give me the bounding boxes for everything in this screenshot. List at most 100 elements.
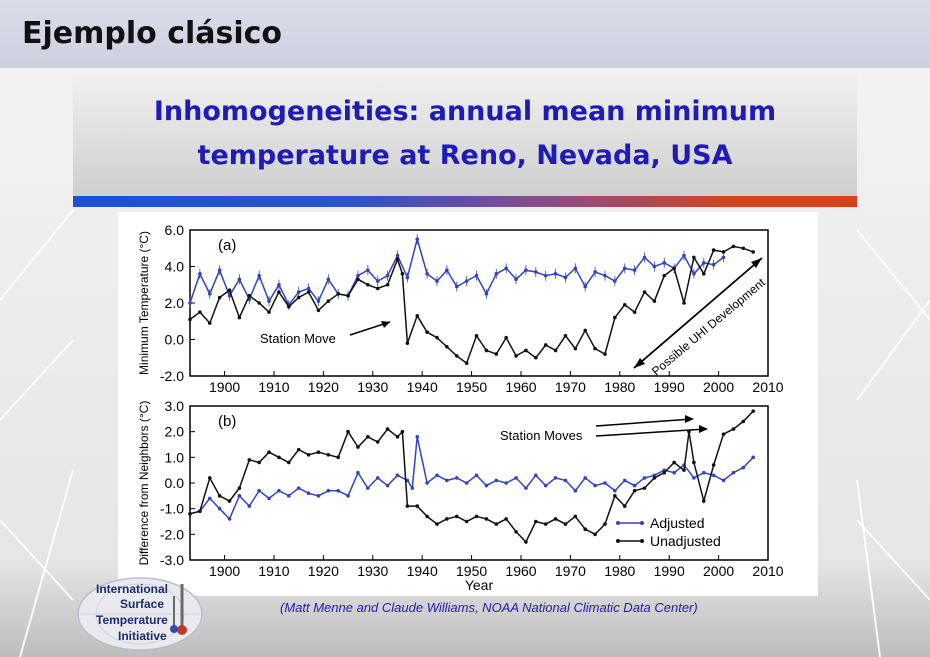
data-point-adjusted-b xyxy=(366,486,370,490)
y-tick-label-b: -2.0 xyxy=(160,526,184,542)
data-point-adjusted-b xyxy=(701,470,706,475)
data-point-unadjusted-b xyxy=(692,460,696,465)
data-point-adjusted-b xyxy=(613,488,617,493)
data-point-adjusted-b xyxy=(524,486,528,490)
data-point-adjusted-b xyxy=(642,476,647,480)
data-point-unadjusted-a xyxy=(603,352,607,356)
legend-label-adjusted: Adjusted xyxy=(650,515,704,531)
data-point-unadjusted-b xyxy=(662,470,667,475)
x-tick-label-a: 1900 xyxy=(209,379,240,395)
data-point-unadjusted-a xyxy=(385,282,390,287)
data-point-adjusted-b xyxy=(425,481,429,485)
annotation-uhi: Possible UHI Development xyxy=(649,275,768,378)
data-point-unadjusted-a xyxy=(642,290,647,294)
data-point-adjusted-b xyxy=(563,478,568,483)
data-point-adjusted-b xyxy=(593,483,597,488)
data-point-adjusted-b xyxy=(207,496,212,501)
legend-marker-unadjusted xyxy=(616,539,620,543)
data-point-unadjusted-a xyxy=(336,292,341,296)
data-point-unadjusted-b xyxy=(632,488,637,493)
data-point-unadjusted-a xyxy=(366,282,370,287)
data-point-unadjusted-a xyxy=(425,330,429,334)
data-point-unadjusted-a xyxy=(346,293,350,298)
data-point-unadjusted-b xyxy=(198,509,202,514)
data-point-unadjusted-b xyxy=(543,522,548,526)
data-point-unadjusted-b xyxy=(267,450,271,454)
data-point-unadjusted-b xyxy=(247,458,252,462)
data-point-adjusted-b xyxy=(534,473,538,478)
y-tick-label-b: -3.0 xyxy=(160,552,184,568)
data-point-unadjusted-b xyxy=(326,452,331,457)
data-point-unadjusted-b xyxy=(573,514,578,519)
data-point-unadjusted-b xyxy=(405,504,410,508)
data-point-unadjusted-b xyxy=(435,522,439,526)
x-tick-label-b: 1990 xyxy=(654,563,685,579)
x-tick-label-b: 1900 xyxy=(209,563,240,579)
data-point-unadjusted-a xyxy=(375,286,380,291)
data-point-adjusted-b xyxy=(484,483,489,488)
data-point-unadjusted-b xyxy=(277,455,281,460)
data-point-unadjusted-a xyxy=(504,335,508,340)
data-point-unadjusted-b xyxy=(464,519,469,524)
data-point-unadjusted-a xyxy=(563,334,568,338)
data-point-unadjusted-a xyxy=(257,301,261,305)
annotation-station-move: Station Move xyxy=(260,331,336,346)
data-point-unadjusted-b xyxy=(731,427,736,431)
data-point-adjusted-b xyxy=(217,506,222,511)
data-point-adjusted-b xyxy=(415,435,420,439)
data-point-unadjusted-b xyxy=(682,468,686,472)
annotation-station-moves: Station Moves xyxy=(500,428,583,443)
data-point-unadjusted-b xyxy=(721,432,726,437)
data-point-unadjusted-a xyxy=(415,313,420,318)
data-point-adjusted-b xyxy=(306,491,311,496)
data-point-unadjusted-b xyxy=(534,519,538,524)
data-point-unadjusted-b xyxy=(375,440,380,444)
data-point-adjusted-b xyxy=(741,465,746,470)
data-point-unadjusted-a xyxy=(464,361,469,366)
uhi-arrowhead-start xyxy=(634,358,645,368)
data-point-unadjusted-b xyxy=(217,494,222,498)
data-point-unadjusted-b xyxy=(257,460,261,465)
data-point-adjusted-b xyxy=(385,483,390,488)
data-point-adjusted-b xyxy=(622,478,627,483)
panel-label-b: (b) xyxy=(218,413,236,430)
data-point-adjusted-b xyxy=(553,476,558,480)
data-point-unadjusted-b xyxy=(504,517,508,521)
data-point-unadjusted-b xyxy=(346,429,350,434)
data-point-unadjusted-b xyxy=(603,522,607,526)
legend-marker-adjusted xyxy=(616,521,620,525)
x-tick-label-a: 1980 xyxy=(604,379,635,395)
data-point-unadjusted-a xyxy=(188,317,192,322)
data-point-unadjusted-a xyxy=(741,246,746,251)
istl-logo: International Surface Temperature Initia… xyxy=(76,574,212,654)
x-tick-label-b: 1970 xyxy=(555,563,586,579)
y-tick-label-a: 6.0 xyxy=(165,222,185,238)
data-point-unadjusted-b xyxy=(613,494,617,498)
legend-label-unadjusted: Unadjusted xyxy=(650,533,721,549)
data-point-adjusted-b xyxy=(445,478,449,483)
data-point-adjusted-b xyxy=(267,496,271,501)
data-point-unadjusted-a xyxy=(400,272,405,276)
data-point-unadjusted-a xyxy=(613,315,617,320)
slide-title-panel: Inhomogeneities: annual mean minimum tem… xyxy=(73,68,857,196)
data-point-unadjusted-b xyxy=(494,522,499,526)
data-point-adjusted-b xyxy=(494,478,499,483)
x-tick-label-b: 1960 xyxy=(505,563,536,579)
data-point-unadjusted-a xyxy=(721,250,726,254)
data-point-adjusted-b xyxy=(287,494,291,498)
data-point-unadjusted-a xyxy=(494,352,499,356)
x-tick-label-a: 1910 xyxy=(258,379,289,395)
x-tick-label-a: 1920 xyxy=(308,379,339,395)
data-point-unadjusted-a xyxy=(751,250,755,254)
x-tick-label-a: 1970 xyxy=(555,379,586,395)
data-point-adjusted-b xyxy=(711,473,716,478)
x-tick-label-b: 2010 xyxy=(752,563,783,579)
data-point-unadjusted-a xyxy=(326,299,331,303)
data-point-adjusted-b xyxy=(603,481,607,485)
data-point-unadjusted-b xyxy=(454,514,459,519)
x-tick-label-b: 1980 xyxy=(604,563,635,579)
data-point-unadjusted-a xyxy=(296,295,301,300)
data-point-unadjusted-b xyxy=(701,499,706,503)
uhi-arrow-line xyxy=(633,257,763,369)
data-point-adjusted-b xyxy=(583,476,588,480)
